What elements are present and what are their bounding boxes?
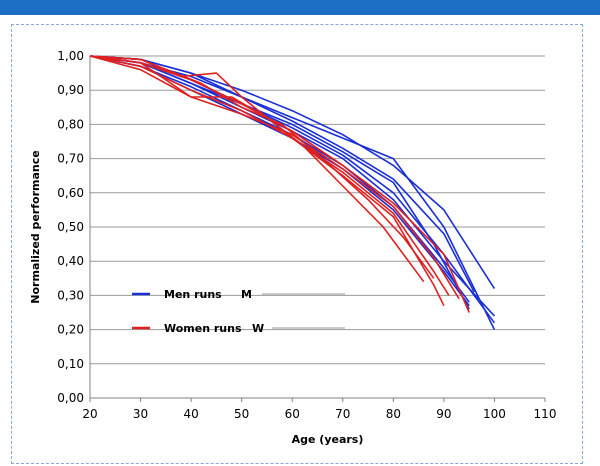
- y-tick-label: 0,70: [57, 152, 84, 166]
- x-tick-label: 50: [234, 407, 249, 421]
- y-tick-label: 0,60: [57, 186, 84, 200]
- grid-lines: [90, 55, 545, 399]
- legend: Men runs M Women runs W: [132, 288, 345, 335]
- y-axis-label: Normalized performance: [29, 150, 42, 303]
- x-tick-label: 30: [133, 407, 148, 421]
- series-lines: [89, 55, 496, 330]
- women-series-line: [89, 55, 435, 279]
- legend-women-label: Women runs: [164, 322, 242, 335]
- x-tick-label: 60: [285, 407, 300, 421]
- y-tick-label: 1,00: [57, 49, 84, 63]
- x-tick-label: 70: [335, 407, 350, 421]
- x-tick-label: 40: [183, 407, 198, 421]
- x-tick-label: 100: [483, 407, 506, 421]
- x-tick-label: 90: [436, 407, 451, 421]
- y-tick-label: 0,30: [57, 288, 84, 302]
- women-series-line: [89, 55, 450, 296]
- axes: [89, 56, 546, 402]
- x-tick-label: 110: [534, 407, 557, 421]
- y-tick-label: 0,90: [57, 83, 84, 97]
- x-tick-label: 80: [386, 407, 401, 421]
- header-accent-bar: [0, 0, 600, 15]
- y-tick-label: 0,20: [57, 323, 84, 337]
- x-axis-label: Age (years): [292, 433, 364, 446]
- men-series-line: [89, 55, 470, 307]
- y-tick-label: 0,40: [57, 254, 84, 268]
- x-tick-label: 20: [82, 407, 97, 421]
- men-series-line: [89, 55, 496, 290]
- women-series-line: [89, 55, 460, 300]
- legend-women-code: W: [252, 322, 264, 335]
- men-series-line: [89, 55, 496, 324]
- legend-men-label: Men runs: [164, 288, 222, 301]
- chart-frame: [11, 24, 583, 464]
- y-tick-label: 0,10: [57, 357, 84, 371]
- men-series-line: [89, 55, 475, 293]
- y-tick-label: 0,50: [57, 220, 84, 234]
- y-tick-label: 0,00: [57, 391, 84, 405]
- tick-labels: 0,00 0,10 0,20 0,30 0,40 0,50 0,60 0,70 0,80 0,90…: [57, 49, 556, 421]
- y-tick-label: 0,80: [57, 117, 84, 131]
- women-series-line: [89, 55, 470, 313]
- legend-men-code: M: [241, 288, 252, 301]
